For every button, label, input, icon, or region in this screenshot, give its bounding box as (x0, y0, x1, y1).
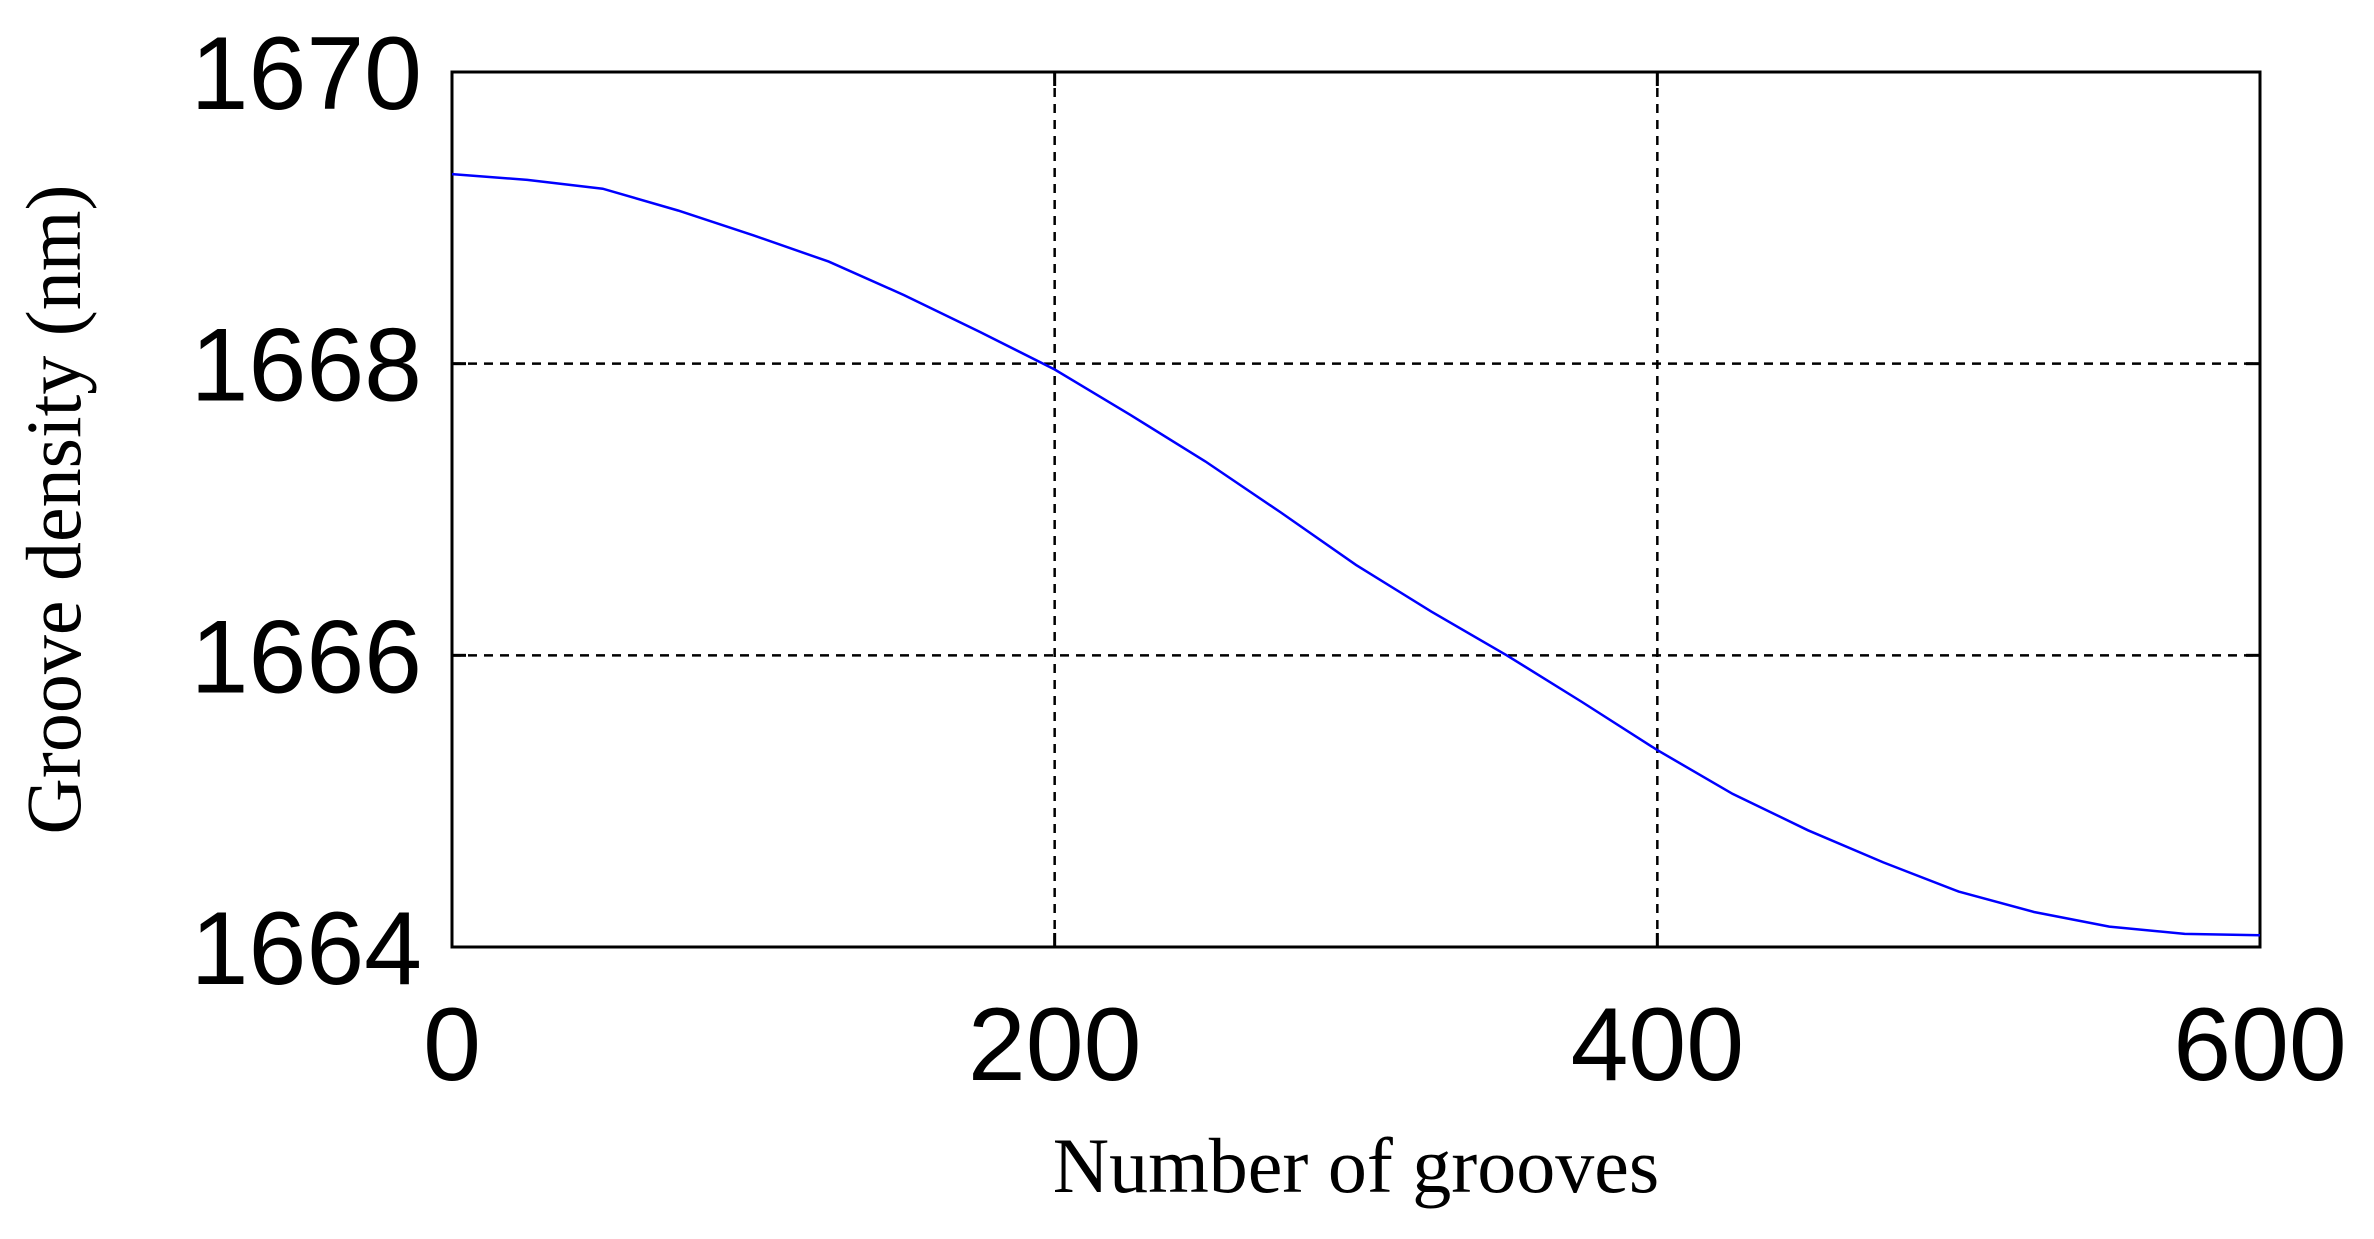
x-axis-label: Number of grooves (1053, 1122, 1660, 1209)
y-tick-label: 1668 (191, 308, 422, 424)
y-tick-label: 1666 (191, 599, 422, 715)
y-tick-labels: 1664 1666 1668 1670 (191, 16, 422, 1007)
plot-frame (450, 70, 2262, 949)
x-tick-label: 0 (423, 987, 481, 1103)
x-tick-labels: 0 200 400 600 (423, 987, 2347, 1103)
x-tick-label: 600 (2173, 987, 2347, 1103)
x-tick-label: 200 (968, 987, 1142, 1103)
y-axis-label: Groove density (nm) (10, 185, 97, 835)
axis-ticks (450, 70, 2262, 949)
x-tick-label: 400 (1571, 987, 1745, 1103)
grid-lines (452, 72, 2260, 947)
y-tick-label: 1670 (191, 16, 422, 132)
series-line (451, 172, 2261, 937)
data-series (451, 172, 2261, 937)
y-tick-label: 1664 (191, 891, 422, 1007)
